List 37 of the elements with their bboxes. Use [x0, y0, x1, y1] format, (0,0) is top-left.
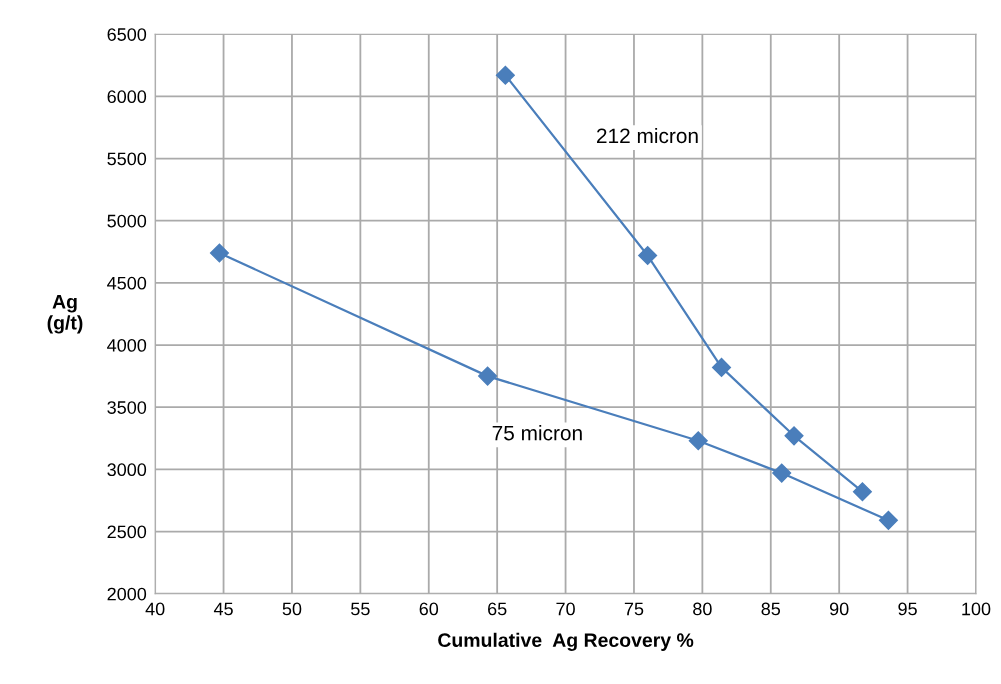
y-tick-label: 6000 [107, 90, 147, 104]
point [772, 463, 792, 483]
x-tick-label: 60 [419, 602, 439, 616]
x-tick-label: 90 [829, 602, 849, 616]
x-tick-label: 40 [145, 602, 165, 616]
y-tick-label: 3000 [107, 463, 147, 477]
point [209, 243, 229, 263]
x-tick-label: 75 [624, 602, 644, 616]
series-label: 212 micron [597, 127, 698, 144]
point [878, 510, 898, 530]
x-tick-label: 95 [898, 602, 917, 616]
x-tick-label: 45 [213, 602, 233, 616]
y-tick-label: 5000 [107, 214, 147, 228]
y-tick-label: 5500 [107, 152, 147, 166]
y-tick-label: 6500 [107, 28, 147, 41]
point [495, 65, 515, 85]
y-tick-label: 3500 [107, 401, 147, 414]
x-tick-label: 65 [488, 602, 507, 616]
y-tick-label: 4500 [107, 276, 147, 290]
x-tick-label: 85 [761, 602, 781, 616]
y-axis-title: Ag (g/t) [47, 295, 83, 334]
point [478, 366, 498, 386]
x-axis-title: Cumulative Ag Recovery % [438, 632, 694, 651]
x-tick-label: 70 [556, 602, 575, 616]
point [711, 357, 732, 377]
point [784, 426, 804, 446]
y-tick-label: 2500 [107, 525, 147, 539]
point [852, 482, 872, 502]
series-label: 75 micron [492, 425, 582, 441]
x-tick-label: 55 [351, 602, 370, 616]
x-tick-label: 80 [693, 602, 712, 616]
y-tick-label: 4000 [107, 338, 147, 352]
point [638, 245, 658, 266]
y-tick-label: 2000 [107, 587, 147, 601]
point [688, 431, 708, 451]
x-tick-label: 50 [282, 602, 302, 616]
x-tick-label: 100 [962, 602, 991, 616]
